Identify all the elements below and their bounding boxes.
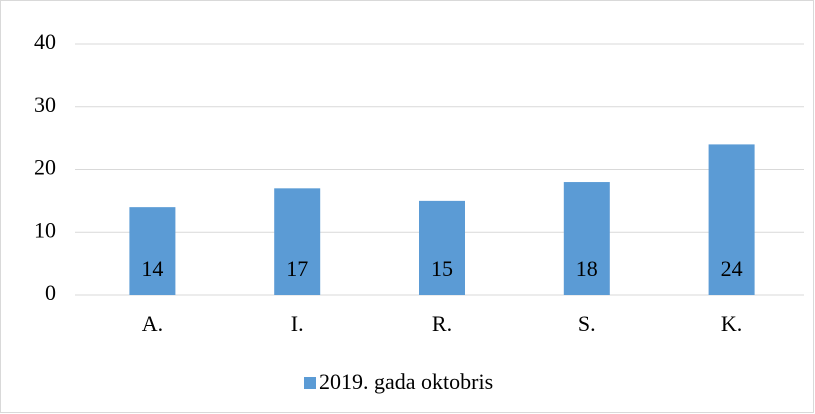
x-tick-label: I. xyxy=(291,311,304,336)
data-label: 18 xyxy=(576,256,598,281)
bar xyxy=(708,144,755,295)
y-tick-label: 40 xyxy=(34,29,56,54)
x-tick-label: K. xyxy=(721,311,742,336)
y-tick-label: 30 xyxy=(34,92,56,117)
y-tick-label: 20 xyxy=(34,155,56,180)
data-label: 15 xyxy=(431,256,453,281)
x-tick-label: R. xyxy=(432,311,452,336)
y-tick-label: 10 xyxy=(34,217,56,242)
x-tick-label: S. xyxy=(578,311,596,336)
bar xyxy=(563,182,610,295)
y-tick-label: 0 xyxy=(45,280,56,305)
legend-swatch xyxy=(304,377,316,389)
bar xyxy=(274,188,321,295)
legend-label: 2019. gada oktobris xyxy=(319,369,493,394)
data-label: 14 xyxy=(141,256,163,281)
bar xyxy=(129,207,176,295)
x-tick-label: A. xyxy=(142,311,163,336)
data-label: 17 xyxy=(286,256,308,281)
bar xyxy=(419,200,465,295)
data-label: 24 xyxy=(721,256,743,281)
